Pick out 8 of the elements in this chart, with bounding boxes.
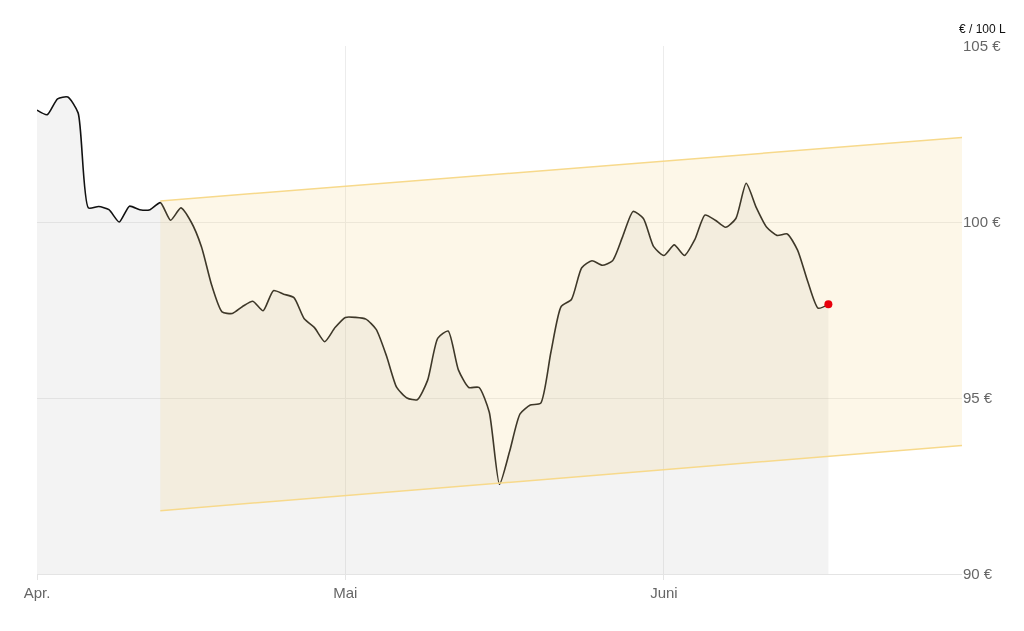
y-tick-label: 95 €: [963, 389, 993, 407]
y-tick-label: 90 €: [963, 565, 993, 583]
y-tick-label: 105 €: [963, 37, 1002, 55]
x-tick-label: Mai: [333, 584, 358, 601]
y-tick-label: 100 €: [963, 213, 1002, 231]
x-tick-label: Juni: [650, 584, 678, 601]
x-tick-label: Apr.: [23, 584, 51, 601]
y-axis-title: € / 100 L: [959, 22, 1007, 36]
